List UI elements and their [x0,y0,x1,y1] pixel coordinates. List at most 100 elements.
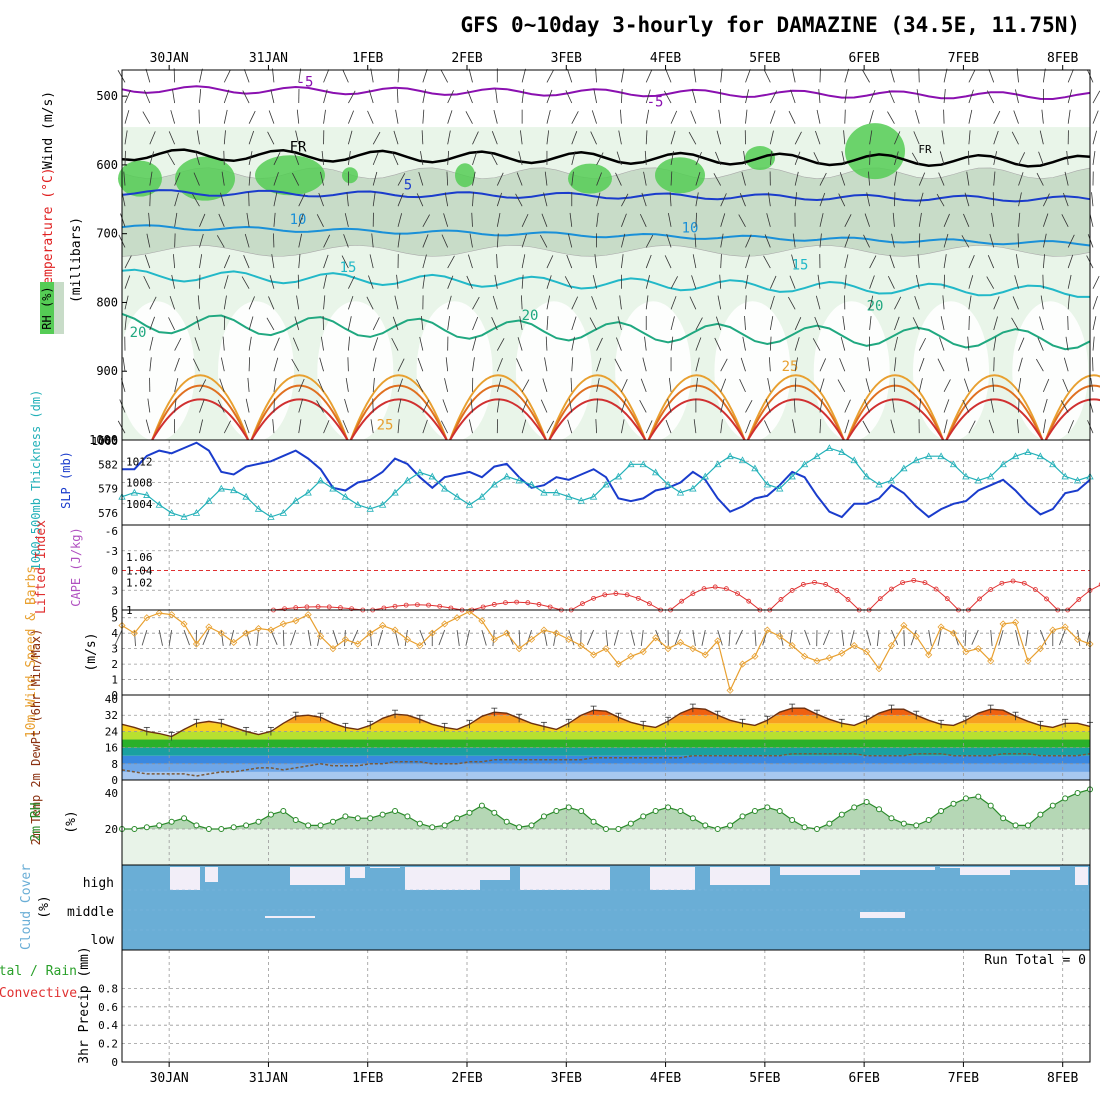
wind-barb [743,150,746,165]
wind-barb [695,357,700,372]
thickness-marker [763,480,772,488]
wind-barb [546,420,555,434]
temp-contour-label: 15 [792,257,809,273]
wind-barb [745,69,751,83]
thickness-marker [651,468,660,476]
dry-region [118,301,195,442]
temp-contour-label: 20 [130,325,147,341]
wind-barb [542,378,548,392]
wind-barb [745,399,753,413]
wind-barb [864,399,870,413]
wind-barb [1092,336,1095,351]
wind-barb [595,419,597,434]
wind-barb [148,212,151,227]
wind-barb [968,420,976,434]
wind-barb [1015,254,1019,269]
wind-barb [298,233,303,248]
wind-barb [943,254,947,269]
wind-speed-marker [527,635,536,643]
wind-barb [815,295,821,310]
wind-barb [1011,131,1019,145]
thickness-marker [838,448,846,456]
wind-speed-marker [341,635,349,643]
y-tick-label: 0 [111,1056,118,1069]
warm-contour [647,374,746,441]
thickness-marker [999,460,1007,468]
wind-barb [739,193,746,207]
wind-barb [318,192,324,207]
wind-barb [296,109,300,124]
wind-barb [141,629,148,646]
wind-barb [1087,234,1094,248]
wind-barb [247,377,250,392]
wind-barb [344,213,349,227]
wind-barb [695,212,698,227]
wind-barb [767,192,771,207]
warm-contour [1044,384,1100,441]
wind-barb [492,295,498,310]
wind-barb [794,151,801,166]
wind-barb [863,234,870,248]
wind-speed-marker [925,651,933,659]
wind-barb [645,69,653,83]
wind-speed-marker [838,649,846,657]
rh-2m-marker [640,813,647,820]
thickness-marker [515,476,523,484]
wind-barb [421,130,424,145]
wind-barb [645,295,649,310]
thickness-marker [167,509,176,516]
wind-barb [744,315,746,330]
cloud-gap [650,867,695,890]
wind-speed-marker [800,652,809,660]
wind-barb [912,317,920,331]
wind-speed-marker [863,648,871,656]
wind-barb [472,151,478,166]
wind-barb [291,358,300,372]
wind-barb [993,296,1000,310]
wind-barb [516,358,523,372]
wind-barb [943,399,950,413]
wind-barb [894,336,898,351]
wind-barb [223,89,230,104]
wind-speed-marker [701,651,709,659]
thickness-marker [800,460,809,468]
cloud-gap [1010,867,1060,870]
wind-barb [446,171,449,186]
wind-barb [1092,316,1097,331]
wind-barb [447,255,455,269]
wind-barb [943,419,948,434]
wind-barb [123,171,126,186]
wind-barb [918,337,926,351]
thickness-marker [329,484,337,492]
lifted-index-line [471,601,562,611]
wind-barb [321,150,324,165]
rh-2m-marker [751,808,758,814]
wind-barb [397,378,403,392]
wind-barb [472,336,477,351]
wind-barb [342,420,349,434]
wind-speed-marker [974,645,982,653]
thickness-marker [639,460,647,468]
wind-barb [149,296,157,310]
wind-barb [794,192,798,207]
cloud-gap [860,867,935,870]
warm-contour [846,384,945,441]
wind-barb [720,378,727,393]
wind-barb [844,214,852,227]
temp-color-band [122,771,1090,780]
temp-contour-label: 10 [682,220,699,236]
wind-barb [619,295,622,310]
thickness-marker [292,496,300,504]
wind-barb [546,69,554,83]
wind-barb [965,357,970,372]
wind-barb [918,192,924,207]
wind-barb [447,316,451,331]
wind-speed-line [121,610,1091,693]
cloud-gap [170,867,200,890]
temp-color-band [122,723,1090,732]
wind-barb [910,629,917,646]
wind-barb [719,274,722,289]
wind-barb [843,130,846,145]
wind-barb [589,317,597,331]
lifted-index-marker [392,603,398,609]
